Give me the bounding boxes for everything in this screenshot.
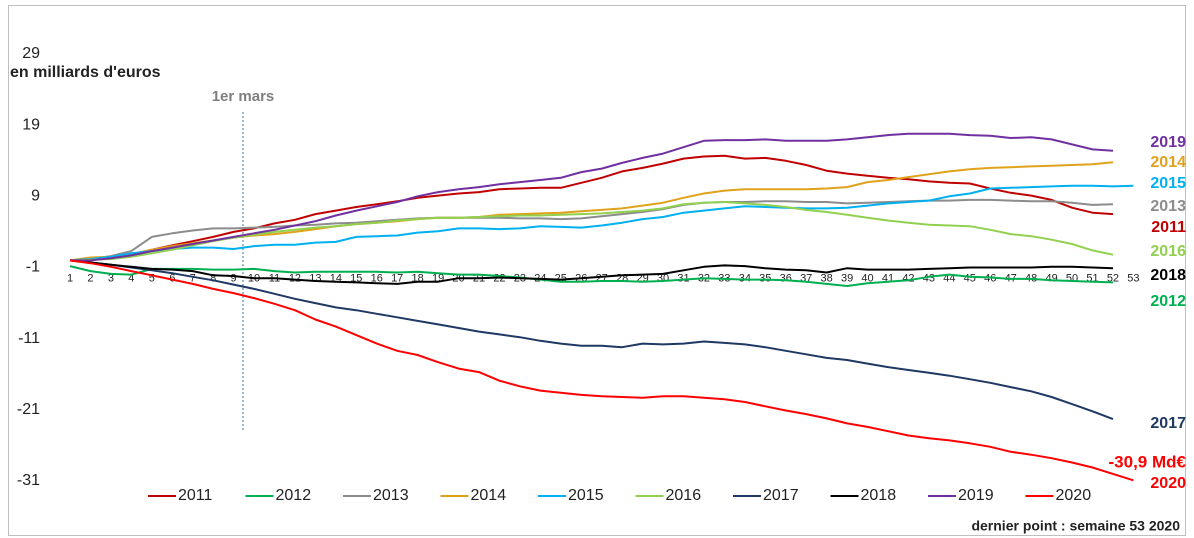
series-end-label: 2018 bbox=[1150, 267, 1186, 284]
series-end-label: 2016 bbox=[1150, 243, 1186, 260]
series-line bbox=[69, 201, 1114, 262]
x-tick-label: 12 bbox=[289, 272, 301, 284]
x-tick-label: 38 bbox=[821, 272, 833, 284]
legend-label: 2016 bbox=[666, 487, 702, 504]
last-value-label: -30,9 Md€ bbox=[1109, 452, 1187, 471]
series-line bbox=[69, 259, 1114, 421]
x-tick-label: 52 bbox=[1107, 272, 1119, 284]
x-tick-label: 4 bbox=[128, 272, 134, 284]
footnote: dernier point : semaine 53 2020 bbox=[971, 518, 1180, 534]
series-line bbox=[69, 161, 1114, 262]
x-tick-label: 40 bbox=[861, 272, 873, 284]
x-tick-label: 45 bbox=[964, 272, 976, 284]
legend-label: 2018 bbox=[861, 487, 897, 504]
x-tick-label: 43 bbox=[923, 272, 935, 284]
y-tick-label: -1 bbox=[26, 259, 40, 276]
x-tick-label: 13 bbox=[309, 272, 321, 284]
legend-label: 2011 bbox=[178, 487, 213, 504]
series-line bbox=[69, 154, 1114, 262]
x-tick-label: 34 bbox=[739, 272, 751, 284]
x-tick-label: 35 bbox=[759, 272, 771, 284]
y-tick-label: -21 bbox=[17, 401, 40, 418]
x-tick-label: 17 bbox=[391, 272, 403, 284]
x-tick-label: 1 bbox=[67, 272, 73, 284]
series-end-label: 2014 bbox=[1150, 154, 1186, 171]
series-end-label: 2015 bbox=[1150, 175, 1186, 192]
x-tick-label: 27 bbox=[596, 272, 608, 284]
series-end-label: 2011 bbox=[1151, 219, 1186, 236]
y-tick-label: -31 bbox=[17, 472, 40, 489]
x-tick-label: 7 bbox=[190, 272, 196, 284]
x-tick-label: 8 bbox=[210, 272, 216, 284]
x-tick-label: 39 bbox=[841, 272, 853, 284]
legend-label: 2020 bbox=[1056, 487, 1092, 504]
x-tick-label: 6 bbox=[169, 272, 175, 284]
x-tick-label: 2 bbox=[87, 272, 93, 284]
series-line bbox=[69, 198, 1114, 262]
y-tick-label: 19 bbox=[22, 116, 40, 133]
y-tick-label: 29 bbox=[22, 45, 40, 62]
x-tick-label: 5 bbox=[149, 272, 155, 284]
y-tick-label: -11 bbox=[18, 330, 40, 347]
legend-label: 2017 bbox=[763, 487, 799, 504]
legend-label: 2013 bbox=[373, 487, 409, 504]
series-end-label: 2019 bbox=[1150, 134, 1186, 151]
legend-label: 2019 bbox=[958, 487, 994, 504]
x-tick-label: 16 bbox=[371, 272, 383, 284]
series-line bbox=[69, 259, 1114, 285]
series-end-label: 2013 bbox=[1150, 198, 1186, 215]
series-end-label: 2020 bbox=[1150, 475, 1186, 492]
event-label: 1er mars bbox=[212, 88, 275, 105]
x-tick-label: 36 bbox=[780, 272, 792, 284]
y-axis-label: en milliards d'euros bbox=[10, 64, 161, 81]
series-end-label: 2012 bbox=[1150, 293, 1186, 310]
x-tick-label: 28 bbox=[616, 272, 628, 284]
legend-label: 2015 bbox=[568, 487, 604, 504]
x-tick-label: 49 bbox=[1045, 272, 1057, 284]
series-line bbox=[69, 184, 1134, 262]
x-tick-label: 9 bbox=[231, 272, 237, 284]
x-tick-label: 50 bbox=[1066, 272, 1078, 284]
y-tick-label: 9 bbox=[31, 188, 40, 205]
x-tick-label: 53 bbox=[1127, 272, 1139, 284]
x-tick-label: 3 bbox=[108, 272, 114, 284]
series-line bbox=[69, 259, 1134, 482]
legend-label: 2012 bbox=[276, 487, 312, 504]
x-tick-label: 15 bbox=[350, 272, 362, 284]
x-tick-label: 42 bbox=[902, 272, 914, 284]
series-line bbox=[69, 265, 1114, 287]
chart-frame bbox=[8, 5, 1186, 536]
series-end-label: 2017 bbox=[1150, 415, 1186, 432]
x-tick-label: 31 bbox=[677, 272, 689, 284]
legend-label: 2014 bbox=[471, 487, 507, 504]
series-line bbox=[70, 132, 1114, 262]
